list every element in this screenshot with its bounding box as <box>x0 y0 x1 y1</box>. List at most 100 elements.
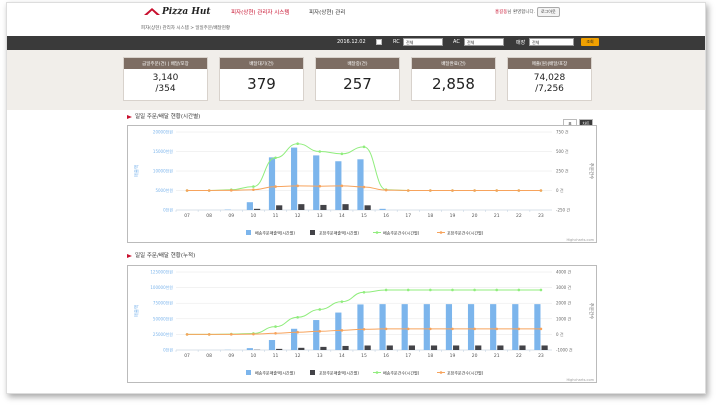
y-tick-label: 125000천원 <box>150 269 173 275</box>
logout-button[interactable]: 로그아웃 <box>537 7 560 17</box>
series-point <box>207 189 211 192</box>
series-point <box>362 185 366 189</box>
bar <box>386 345 393 350</box>
legend-swatch <box>310 230 315 235</box>
series-point <box>340 152 344 156</box>
x-tick-label: 17 <box>405 213 411 219</box>
bar <box>313 155 320 210</box>
y-tick-label: 25000천원 <box>153 331 173 337</box>
bar <box>490 304 497 350</box>
store-label: 매장 <box>516 40 526 46</box>
x-tick-label: 21 <box>494 213 500 219</box>
series-point <box>362 290 366 294</box>
bar <box>364 345 371 350</box>
x-tick-label: 16 <box>383 353 389 359</box>
x-tick-label: 18 <box>427 213 433 219</box>
y2-tick-label: 0 건 <box>556 331 564 337</box>
bar <box>467 304 475 350</box>
y-tick-label: 75000천원 <box>153 300 173 306</box>
series-point <box>539 189 543 192</box>
series-point <box>318 150 322 153</box>
series-point <box>406 189 410 192</box>
x-tick-label: 17 <box>405 353 411 359</box>
stat-label: 매출(원)|배달/포장 <box>508 58 591 69</box>
legend-label: 배송주문건수(시간별) <box>383 370 420 376</box>
y-tick-label: 20000천원 <box>153 129 173 135</box>
bar <box>298 347 305 350</box>
store-select[interactable]: 전체 <box>529 38 574 46</box>
bar <box>246 202 253 210</box>
y2-tick-label: 250 건 <box>556 168 569 174</box>
series-point <box>274 325 277 328</box>
section-hourly: 일일 주문/배달 현황(시간별) <box>127 112 200 120</box>
x-tick-label: 10 <box>251 213 257 219</box>
x-tick-label: 14 <box>339 353 345 359</box>
legend-swatch-point <box>375 231 379 234</box>
bar <box>401 304 408 350</box>
bar <box>298 204 305 210</box>
x-tick-label: 08 <box>206 213 212 219</box>
bar <box>268 340 276 350</box>
user-greeting: 홍길동님 환영합니다. <box>495 9 535 15</box>
y2-tick-label: -1000 건 <box>556 347 573 353</box>
app-window: Pizza Hut 피자(상현) 관리자 시스템 피자(상현) 관리 홍길동님 … <box>6 2 706 394</box>
stat-card-completed: 배달완료(건) 2,858 <box>411 57 496 101</box>
legend-swatch <box>310 370 315 375</box>
bar <box>342 345 349 350</box>
series-point <box>185 189 189 192</box>
bar <box>253 208 261 210</box>
x-tick-label: 23 <box>538 213 544 219</box>
search-button[interactable]: 조회 <box>581 38 599 46</box>
y2-tick-label: 3000 건 <box>556 284 571 290</box>
series-point <box>274 156 277 160</box>
series-point <box>229 333 233 336</box>
bar <box>357 304 364 350</box>
series-point <box>429 288 432 292</box>
y2-tick-label: 500 건 <box>556 148 569 154</box>
stat-card-delivering: 배달중(건) 257 <box>315 57 400 101</box>
stat-card-orders: 금일주문(건) | 배달/포장 3,140/354 <box>123 57 208 101</box>
bar <box>276 348 283 350</box>
x-tick-label: 18 <box>427 353 433 359</box>
stat-label: 배달완료(건) <box>412 58 495 69</box>
user-name: 홍길동 <box>495 10 508 15</box>
y-axis-title: 매출액 <box>133 165 140 177</box>
nav-admin-system[interactable]: 피자(상현) 관리자 시스템 <box>231 10 290 16</box>
y2-axis-title: 주문건수 <box>588 303 595 320</box>
date-value[interactable]: 2016.12.02 <box>337 39 366 45</box>
x-tick-label: 09 <box>228 213 234 219</box>
series-point <box>318 184 322 188</box>
bar <box>453 345 460 350</box>
legend-label: 포장주문건수(시간별) <box>447 370 484 376</box>
pizza-hut-logo[interactable]: Pizza Hut <box>144 7 211 17</box>
y-axis-title: 매출액 <box>133 305 140 317</box>
bar <box>512 304 519 350</box>
series-point <box>429 327 432 331</box>
stat-value: 257 <box>343 75 372 93</box>
user-greeting-suffix: 님 환영합니다. <box>507 10 536 15</box>
bar <box>291 147 298 210</box>
series-point <box>384 327 388 331</box>
bar <box>475 345 482 350</box>
y2-tick-label: 1000 건 <box>556 315 571 321</box>
legend-label: 포장주문건수(시간별) <box>447 230 484 236</box>
series-point <box>473 327 476 331</box>
ac-select[interactable]: 전체 <box>464 38 504 46</box>
x-tick-label: 22 <box>516 353 522 359</box>
series-point <box>451 288 454 292</box>
series-line <box>187 289 541 335</box>
series-point <box>517 327 521 331</box>
series-point <box>384 288 388 292</box>
section-cumulative: 일일 주문/배달 현황(누적) <box>127 251 195 259</box>
bar <box>320 346 327 350</box>
series-point <box>495 189 499 192</box>
series-point <box>517 288 521 292</box>
rc-select[interactable]: 전체 <box>403 38 443 46</box>
bar <box>342 204 349 210</box>
x-tick-label: 13 <box>317 213 323 219</box>
stat-value: 74,028 <box>533 73 566 83</box>
nav-management[interactable]: 피자(상현) 관리 <box>309 10 346 16</box>
calendar-icon[interactable] <box>376 39 382 45</box>
bar <box>246 348 253 350</box>
stat-sub-value: /7,256 <box>535 84 564 94</box>
